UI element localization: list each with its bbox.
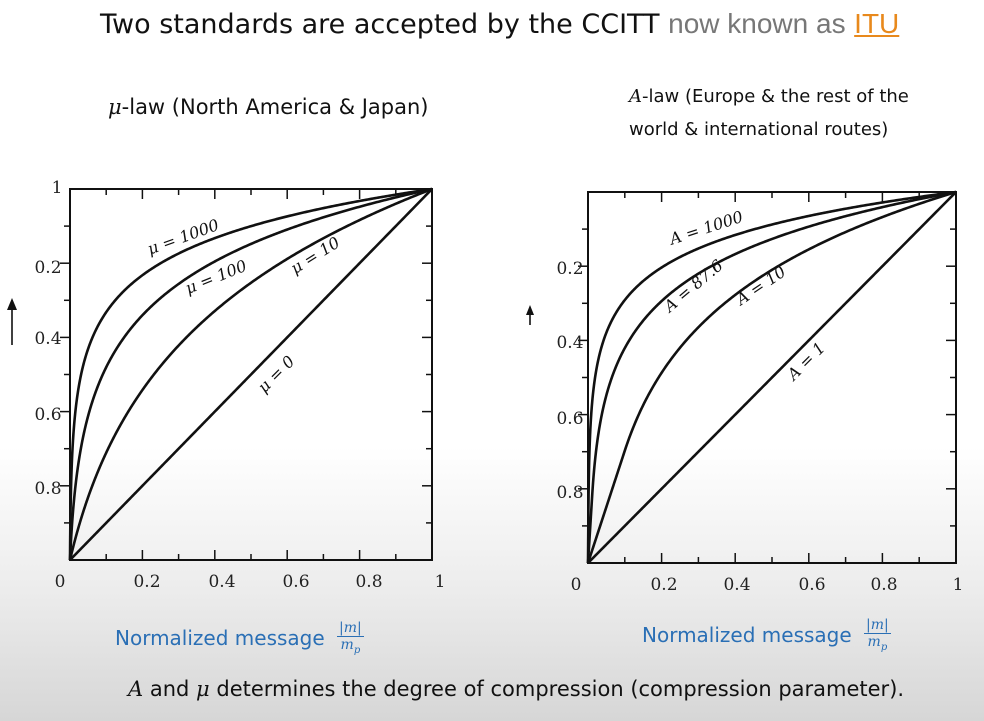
series-label: A = 1000 [665, 207, 745, 249]
y-tick-label: 1 [52, 178, 63, 198]
title-gray: now known as [668, 8, 846, 39]
frac-num-right: |m| [864, 617, 891, 634]
series-label: μ = 10 [287, 233, 343, 278]
a-symbol: A [629, 86, 642, 107]
page-title: Two standards are accepted by the CCITT … [100, 8, 899, 40]
y-tick-label: 0.4 [34, 329, 61, 349]
x-tick-label: 0.8 [355, 572, 382, 592]
y-arrow-right [526, 305, 534, 325]
series-line-3 [587, 191, 957, 564]
series-line-1 [586, 190, 957, 564]
series-label: A = 10 [731, 262, 789, 310]
frac-num-left: |m| [337, 620, 364, 637]
x-caption-right-fraction: |m| mp [864, 617, 891, 656]
y-tick-label: 0.6 [34, 405, 61, 425]
x-tick-label: 0.4 [723, 575, 750, 595]
a-law-title: A-law (Europe & the rest of the world & … [629, 80, 949, 146]
x-caption-right-text: Normalized message [642, 622, 852, 647]
mu-symbol: μ [108, 95, 122, 119]
series-line-3 [69, 188, 433, 561]
frac-den-right: mp [867, 634, 888, 653]
series-line-0 [586, 190, 957, 563]
x-tick-label: 0 [55, 572, 66, 592]
footer-and: and [143, 677, 197, 701]
x-tick-label: 0 [571, 575, 582, 595]
x-tick-label: 1 [435, 572, 446, 592]
series-line-2 [586, 190, 957, 564]
x-caption-right: Normalized message |m| mp [642, 617, 891, 656]
x-tick-label: 0.8 [870, 575, 897, 595]
a-title-line2: world & international routes) [629, 119, 889, 140]
series-label: A = 87.6 [659, 256, 727, 317]
x-tick-label: 0.2 [133, 572, 160, 592]
x-caption-left-text: Normalized message [115, 625, 325, 650]
series-line-0 [68, 187, 433, 560]
series-line-2 [68, 187, 433, 561]
x-tick-label: 0.6 [282, 572, 309, 592]
footer-mu: μ [196, 677, 210, 701]
y-tick-label: 0.6 [556, 409, 583, 429]
y-tick-label: 0.8 [34, 479, 61, 499]
frac-den-left: mp [340, 637, 361, 656]
y-tick-label: 0.8 [556, 483, 583, 503]
y-arrow-left [7, 298, 17, 345]
mu-law-title: μ-law (North America & Japan) [108, 95, 429, 119]
x-caption-left-fraction: |m| mp [337, 620, 364, 659]
itu-link[interactable]: ITU [854, 8, 900, 39]
a-law-chart: 0 0.2 0.4 0.6 0.8 1 0.2 0.4 0.6 0.8 A = 1000 A = 87… [556, 190, 964, 595]
footer-note: A and μ determines the degree of compres… [128, 677, 904, 701]
y-tick-label: 0.2 [34, 258, 61, 278]
a-title-line1: -law (Europe & the rest of the [642, 86, 909, 107]
title-main: Two standards are accepted by the CCITT [100, 9, 660, 40]
series-line-1 [68, 187, 433, 561]
x-caption-left: Normalized message |m| mp [115, 620, 364, 659]
x-tick-label: 0.4 [208, 572, 235, 592]
mu-title-rest: -law (North America & Japan) [121, 95, 429, 119]
x-tick-label: 0.2 [650, 575, 677, 595]
series-label: μ = 0 [254, 352, 299, 397]
y-tick-label: 0.4 [556, 333, 583, 353]
footer-rest: determines the degree of compression (co… [209, 677, 905, 701]
x-tick-label: 1 [953, 575, 964, 595]
y-tick-label: 0.2 [556, 259, 583, 279]
footer-a: A [128, 677, 144, 701]
x-tick-label: 0.6 [798, 575, 825, 595]
